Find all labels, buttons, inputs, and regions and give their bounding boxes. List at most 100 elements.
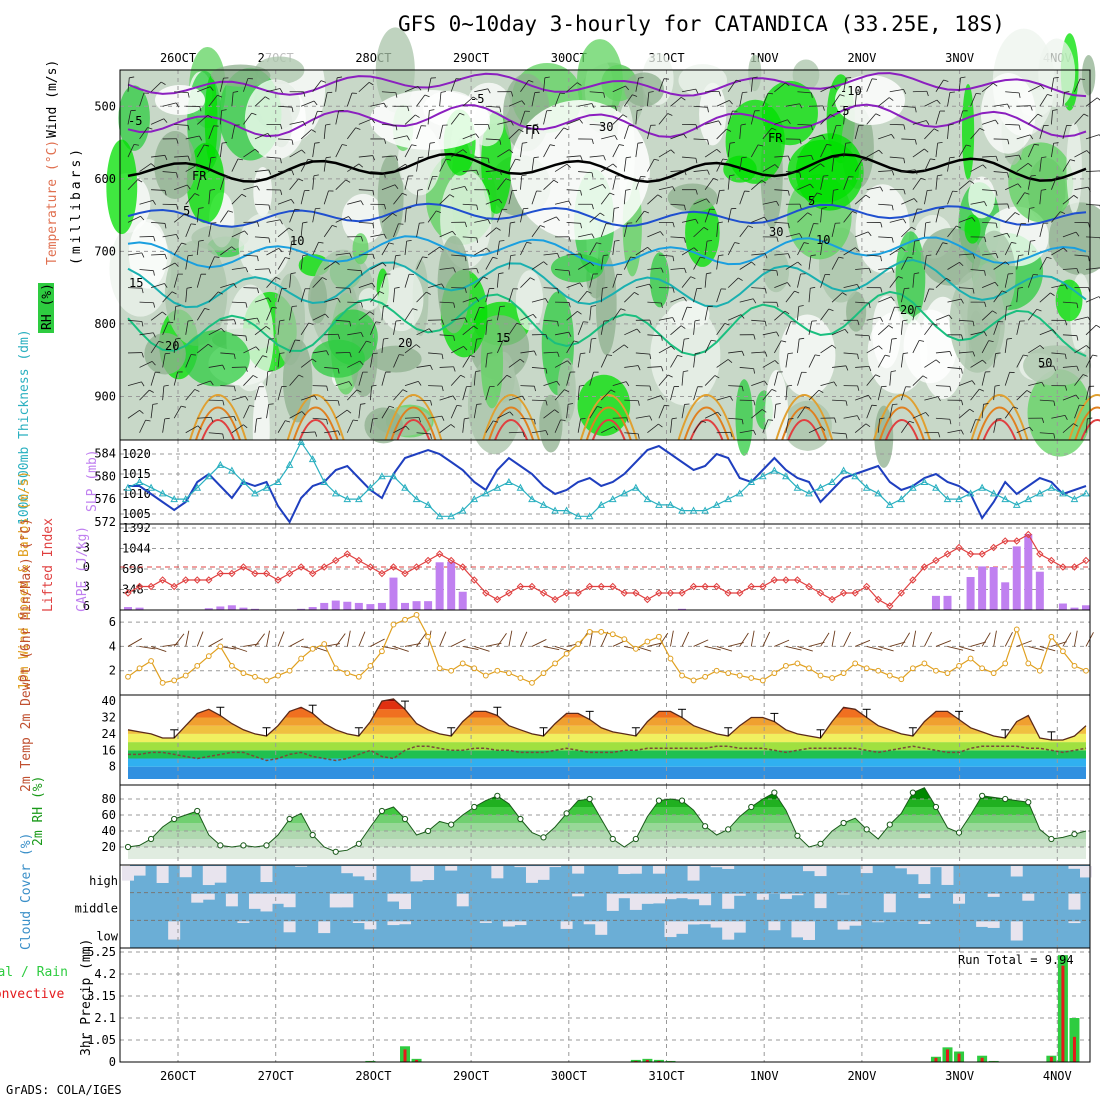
surface-wind-barb [716, 645, 733, 652]
wind-barb-flag [764, 351, 768, 357]
wind-barb [369, 386, 373, 401]
cape-bar [1035, 571, 1044, 610]
wind-barb-flag [557, 288, 559, 294]
wind-speed-point [806, 665, 812, 672]
wind-barb [774, 253, 789, 256]
wind-barb [324, 399, 339, 402]
wind-barb [670, 418, 673, 433]
wind-barb [704, 178, 714, 190]
surface-wind-barb [439, 631, 447, 647]
wind-barb [162, 321, 169, 335]
wind-speed-point [309, 645, 316, 652]
rh-point [886, 821, 893, 828]
wind-speed-point [240, 670, 247, 677]
wind-barb [1085, 354, 1093, 368]
wind-barb [612, 308, 622, 321]
wind-barb-flag [919, 340, 925, 342]
wind-barb-flag [695, 158, 698, 164]
wind-speed-point [713, 667, 720, 674]
wind-barb [427, 77, 432, 92]
temp-band [128, 699, 1086, 702]
wind-barb-flag [580, 155, 583, 161]
wind-barb-flag [738, 277, 743, 281]
wind-barb-flag [822, 240, 828, 242]
surface-wind-barb [335, 633, 346, 647]
rh-shade-blob [186, 142, 225, 224]
wind-barb-flag [251, 112, 257, 116]
wind-barb [335, 144, 343, 158]
surface-isotherm [201, 419, 235, 441]
cloud-gap [1068, 893, 1081, 910]
wind-barb-flag [1007, 103, 1010, 109]
wind-barb [624, 432, 639, 435]
wind-barb-flag [233, 319, 237, 325]
rh-shade-blob [699, 82, 727, 146]
cape-bar [227, 605, 236, 610]
wind-barb [347, 163, 360, 172]
thickness-point [643, 495, 652, 503]
rh-shade-blob [539, 394, 563, 453]
wind-barb [277, 288, 283, 303]
wind-barb-flag [623, 344, 629, 349]
wind-barb-flag [935, 359, 941, 364]
wind-barb-flag [302, 221, 308, 224]
surface-wind-barb [681, 631, 690, 647]
wind-barb-flag [412, 308, 418, 311]
wind-barb-flag [740, 314, 745, 319]
contour-label: 10 [816, 233, 830, 247]
rh-shade-blob [577, 374, 631, 436]
wind-barb [935, 242, 943, 256]
wind-barb-flag [349, 288, 352, 294]
wind-barb [1004, 406, 1014, 419]
wind-barb [901, 226, 912, 238]
lifted-index-point [978, 550, 986, 558]
wind-barb-flag [911, 226, 916, 230]
rh-shade-blob [765, 369, 789, 458]
wind-barb [924, 190, 928, 205]
wind-barb-flag [960, 429, 964, 435]
wind-barb-flag [603, 254, 609, 257]
cloud-gap [687, 866, 700, 881]
wind-barb [520, 277, 531, 288]
wind-speed-point [1002, 660, 1009, 667]
wind-barb [416, 399, 431, 402]
cloud-gap [722, 893, 735, 909]
wind-barb [866, 113, 877, 125]
wind-barb [855, 267, 870, 270]
wind-barb-flag [440, 91, 446, 93]
surface-isotherm [189, 394, 247, 441]
wind-barb [866, 254, 881, 257]
wind-barb-flag [706, 272, 712, 275]
wind-barb [727, 277, 739, 288]
lifted-index-point [308, 569, 317, 578]
wind-barb [589, 338, 592, 353]
wind-speed-point [332, 665, 339, 672]
wind-barb [1085, 418, 1088, 433]
thickness-point [1001, 495, 1010, 503]
wind-barb-flag [430, 400, 433, 406]
wind-barb [612, 175, 617, 190]
wind-barb-flag [867, 395, 872, 400]
cloud-gap [399, 893, 412, 910]
wind-barb [566, 82, 578, 93]
wind-barb [647, 366, 662, 368]
wind-barb-flag [145, 419, 151, 422]
wind-barb [693, 256, 701, 270]
wind-barb [278, 170, 293, 172]
surface-wind-barb [935, 640, 951, 647]
wind-barb [462, 418, 465, 433]
wind-barb [208, 364, 223, 368]
wind-barb-flag [418, 381, 422, 386]
wind-barb-flag [761, 409, 767, 413]
thickness-point [331, 489, 340, 497]
wind-barb [520, 350, 535, 354]
cape-bar [978, 566, 987, 610]
wind-barb [808, 223, 814, 237]
wind-barb-flag [280, 189, 283, 195]
surface-wind-barb [381, 645, 398, 650]
lifted-index-line [127, 533, 1087, 607]
wind-barb [312, 175, 315, 190]
wind-barb-flag [464, 317, 468, 323]
wind-barb-flag [176, 172, 178, 178]
wind-barb-flag [937, 396, 941, 402]
